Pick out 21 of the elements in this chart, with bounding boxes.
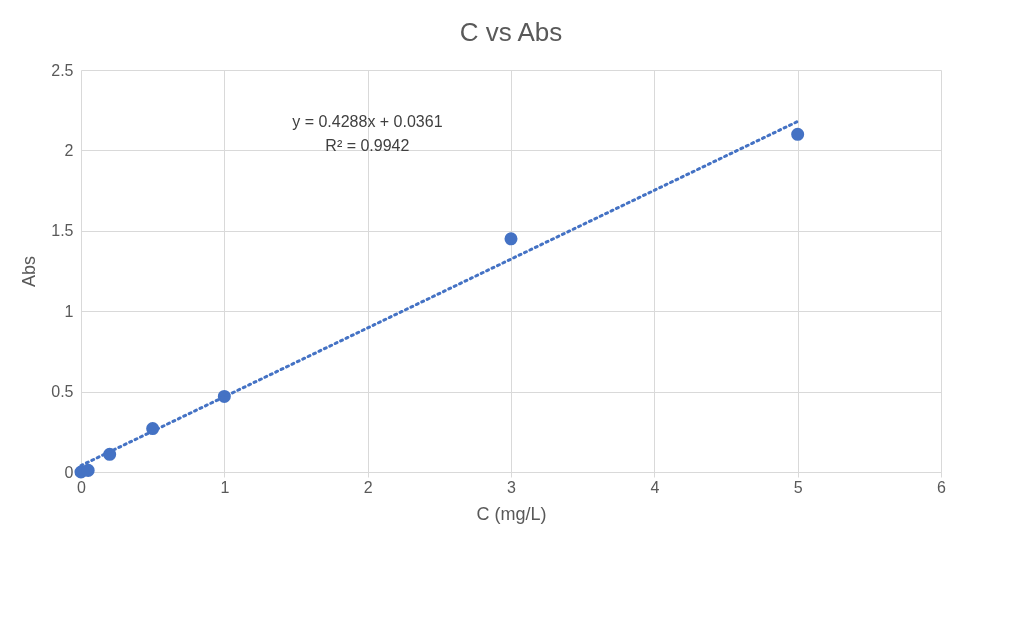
point [504,232,518,246]
y-tick-label: 2.5 [51,61,74,79]
annotation: y = 0.4288x + 0.0361 [292,113,443,131]
x-tick-label: 1 [220,478,230,496]
y-tick-label: 0 [64,463,74,481]
x-tick-label: 4 [650,478,660,496]
x-tick-label: 3 [507,478,517,496]
chart-title: C vs Abs [459,17,563,47]
x-tick-label: 2 [363,478,373,496]
y-tick-label: 1 [64,302,74,320]
y-tick-label: 1.5 [51,222,74,240]
y-tick-label: 0.5 [51,383,74,401]
point [791,127,805,141]
x-tick-label: 0 [77,478,87,496]
x-tick-label: 6 [937,478,947,496]
y-axis-title: Abs [19,255,40,288]
point [81,463,95,477]
y-tick-label: 2 [64,141,74,159]
annotation: R² = 0.9942 [325,137,410,155]
x-tick-label: 5 [793,478,803,496]
x-axis-title: C (mg/L) [476,503,547,524]
